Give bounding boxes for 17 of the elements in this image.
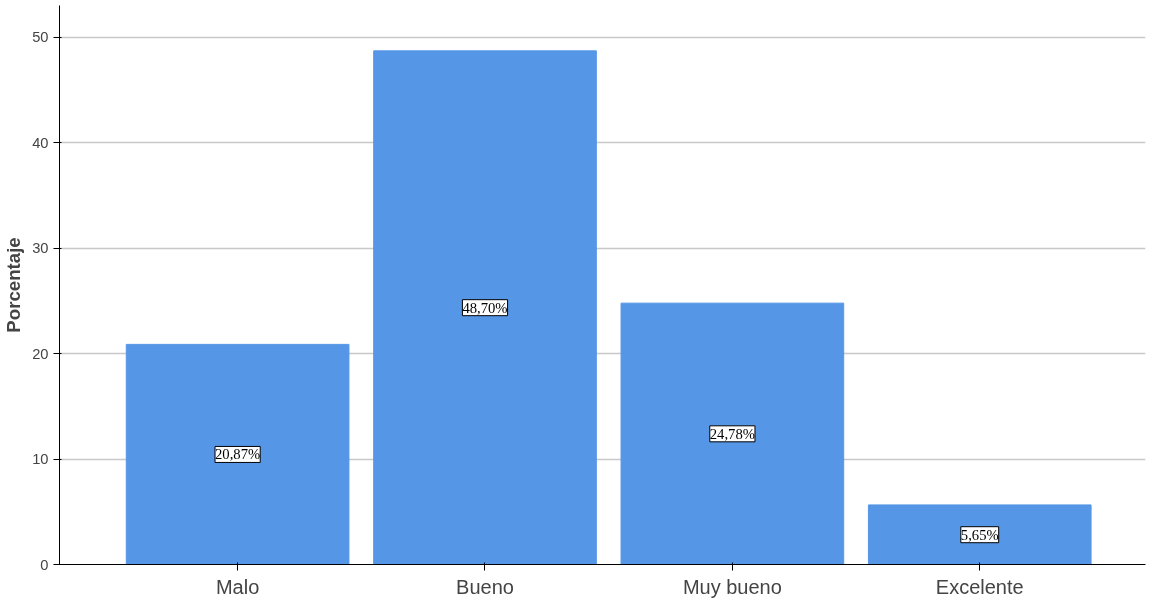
bar xyxy=(867,504,1092,565)
y-tick-label: 0 xyxy=(40,556,49,573)
x-tick-label: Bueno xyxy=(456,575,514,598)
x-tick-label: Malo xyxy=(215,575,260,598)
bar xyxy=(373,50,597,565)
y-tick-label: 40 xyxy=(32,134,49,151)
data-label: 5,65% xyxy=(960,526,999,543)
y-tick-label: 30 xyxy=(32,240,49,257)
bar xyxy=(125,343,350,565)
y-tick-label: 20 xyxy=(32,345,49,362)
x-tick-label: Excelente xyxy=(935,575,1024,598)
bar xyxy=(620,302,845,565)
y-axis-title: Porcentaje xyxy=(3,237,25,333)
x-tick-label: Muy bueno xyxy=(682,575,782,598)
y-tick-label: 10 xyxy=(32,451,49,468)
data-label: 20,87% xyxy=(215,446,261,463)
y-tick-label: 50 xyxy=(32,29,49,46)
